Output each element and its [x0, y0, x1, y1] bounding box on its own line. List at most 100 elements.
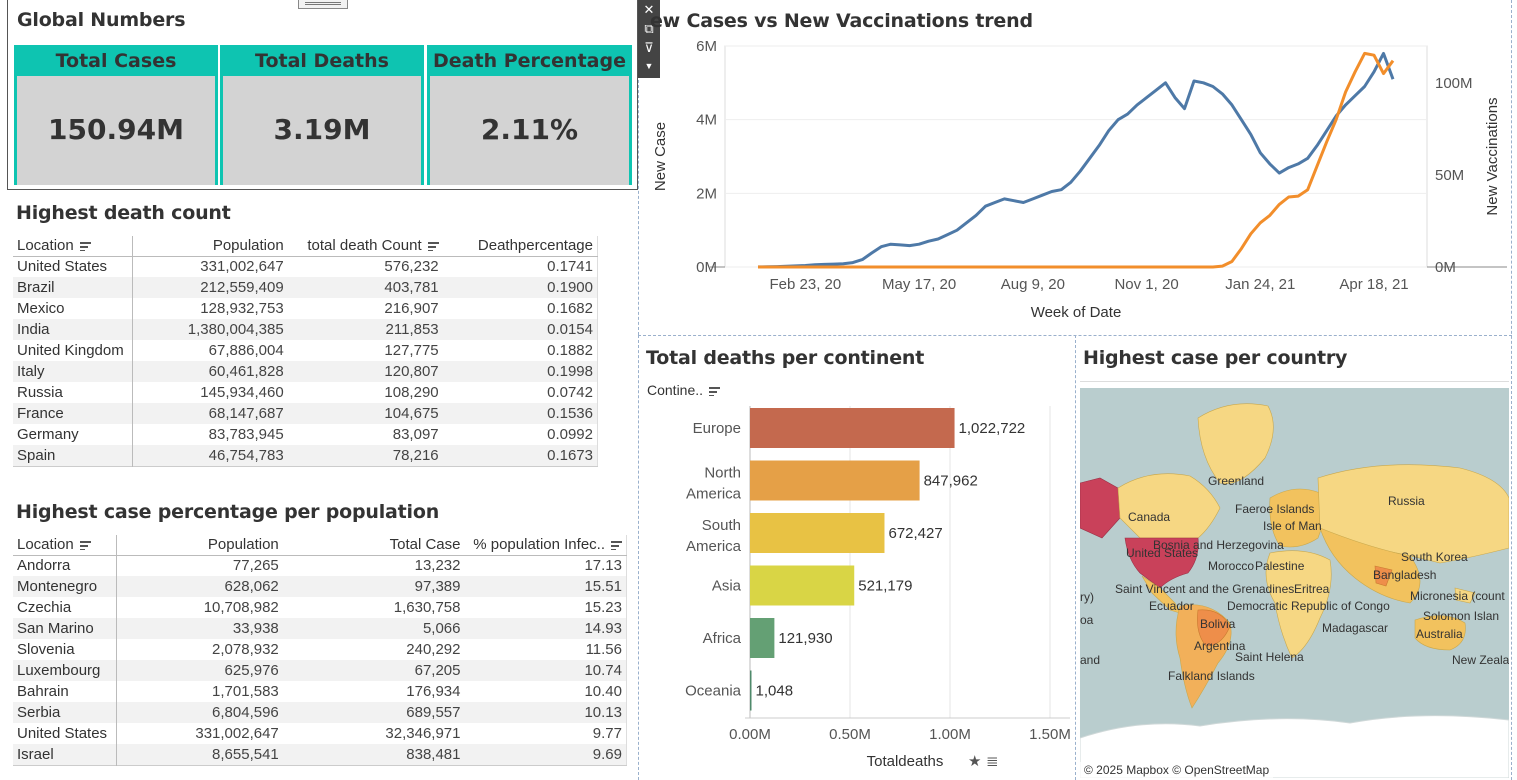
- series-line-new-case[interactable]: [757, 51, 1395, 269]
- sort-icon[interactable]: [79, 241, 91, 251]
- sort-icon[interactable]: ≣: [986, 753, 999, 770]
- bar-value-label: 672,427: [888, 525, 942, 542]
- table-row[interactable]: United States 331,002,647 32,346,971 9.77: [13, 723, 627, 744]
- table-row[interactable]: Brazil 212,559,409 403,781 0.1900: [13, 277, 598, 298]
- map-label: Bangladesh: [1373, 568, 1437, 582]
- table-cell-value: 67,205: [282, 660, 465, 681]
- column-header-location[interactable]: Location: [13, 236, 134, 257]
- global-numbers-panel: [7, 0, 638, 190]
- table-cell-value: 68,147,687: [132, 403, 288, 424]
- x-tick-label: Jan 24, 21: [1225, 276, 1295, 293]
- x-tick-label: 0.50M: [829, 726, 871, 743]
- table-row[interactable]: Serbia 6,804,596 689,557 10.13: [13, 702, 627, 723]
- drag-handle[interactable]: [298, 0, 348, 9]
- sort-icon[interactable]: [427, 241, 439, 251]
- bar-value-label: 1,022,722: [959, 420, 1026, 437]
- new-cases-vs-vaccinations-chart: 0M 2M 4M 6M 0M 50M 100M Feb 23, 20 May 17, 20 Aug…: [652, 38, 1507, 321]
- table-row[interactable]: Andorra 77,265 13,232 17.13: [13, 555, 627, 576]
- kpi-value: 2.11%: [427, 76, 632, 185]
- map-label: Saint Helena: [1235, 650, 1304, 664]
- column-header-population[interactable]: Population: [132, 236, 288, 257]
- table-cell-value: 17.13: [584, 557, 622, 575]
- y-axis-label: New Case: [652, 122, 669, 191]
- series-line-new-vaccinations[interactable]: [758, 51, 1395, 269]
- deaths-per-continent-chart: 0.00M 0.50M 1.00M 1.50M 1,022,722 Europe 847,9…: [685, 406, 1071, 770]
- table-cell-value: 689,557: [282, 702, 465, 723]
- bar[interactable]: [750, 513, 885, 553]
- continent-header[interactable]: Contine..: [647, 382, 721, 398]
- table-cell-location: Bahrain: [13, 681, 118, 702]
- table-row[interactable]: France 68,147,687 104,675 0.1536: [13, 403, 598, 424]
- more-icon[interactable]: ▼: [644, 61, 654, 71]
- y2-tick-label: 0M: [1435, 259, 1456, 276]
- table-cell-value: 1,630,758: [393, 599, 461, 616]
- table-cell-value: 60,461,828: [132, 361, 288, 382]
- table-cell-value: 9.77: [592, 725, 622, 742]
- table-cell-location: Slovenia: [13, 639, 118, 660]
- category-label: America: [686, 538, 742, 555]
- table-row[interactable]: Israel 8,655,541 838,481 9.69: [13, 744, 627, 765]
- popout-icon[interactable]: ⧉: [644, 21, 654, 36]
- table-row[interactable]: Luxembourg 625,976 67,205 10.74: [13, 660, 627, 681]
- table-cell-value: 10.40: [584, 683, 622, 700]
- sort-icon[interactable]: [611, 540, 622, 550]
- bar[interactable]: [750, 618, 775, 658]
- table-cell-value: 32,346,971: [385, 725, 461, 742]
- table-cell-location: Brazil: [13, 277, 134, 298]
- column-header-population[interactable]: Population: [116, 535, 283, 556]
- table-row[interactable]: United States 331,002,647 576,232 0.1741: [13, 256, 598, 277]
- kpi-label: Total Deaths: [220, 45, 424, 76]
- map-label: Greenland: [1208, 474, 1265, 488]
- bar[interactable]: [750, 460, 920, 501]
- table-row[interactable]: Spain 46,754,783 78,216 0.1673: [13, 445, 598, 466]
- sort-icon[interactable]: [79, 540, 91, 550]
- case-percentage-table: Location Population Total Case % populat…: [13, 535, 627, 766]
- table-row[interactable]: Czechia 10,708,982 1,630,758 15.23: [13, 597, 627, 618]
- y-tick-label: 4M: [696, 112, 717, 129]
- table-cell-value: 0.1900: [442, 277, 598, 298]
- table-row[interactable]: Slovenia 2,078,932 240,292 11.56: [13, 639, 627, 660]
- column-header-percent-infected[interactable]: % population Infec..: [464, 535, 627, 556]
- table-row[interactable]: Russia 145,934,460 108,290 0.0742: [13, 382, 598, 403]
- column-header-death-percentage[interactable]: Deathpercentage: [442, 236, 598, 257]
- table-cell-value: 0.0742: [547, 384, 593, 401]
- column-header-location[interactable]: Location: [13, 535, 118, 556]
- table-row[interactable]: Montenegro 628,062 97,389 15.51: [13, 576, 627, 597]
- table-cell-value: 212,559,409: [132, 277, 288, 298]
- y-tick-label: 0M: [696, 259, 717, 276]
- kpi-label: Total Cases: [14, 45, 218, 76]
- table-cell-value: 33,938: [116, 618, 283, 639]
- table-cell-value: 176,934: [406, 683, 461, 700]
- table-cell-location: Russia: [13, 382, 134, 403]
- table-cell-location: San Marino: [13, 618, 118, 639]
- table-row[interactable]: India 1,380,004,385 211,853 0.0154: [13, 319, 598, 340]
- table-cell-value: 0.1673: [442, 445, 598, 466]
- column-header-total-case[interactable]: Total Case: [282, 535, 465, 556]
- bar[interactable]: [750, 408, 955, 448]
- world-map[interactable]: Greenland Russia Canada Faeroe Islands Isle …: [1080, 388, 1509, 778]
- table-row[interactable]: United Kingdom 67,886,004 127,775 0.1882: [13, 340, 598, 361]
- bar[interactable]: [750, 565, 855, 606]
- sort-icon[interactable]: [709, 386, 721, 396]
- table-row[interactable]: Mexico 128,932,753 216,907 0.1682: [13, 298, 598, 319]
- bar[interactable]: [750, 670, 752, 711]
- category-label: Oceania: [685, 683, 742, 700]
- table-cell-location: India: [13, 319, 134, 340]
- column-header-death-count[interactable]: total death Count: [287, 236, 443, 257]
- table-cell-value: 331,002,647: [200, 258, 284, 276]
- kpi-value: 150.94M: [14, 76, 218, 185]
- table-cell-value: 403,781: [287, 277, 443, 298]
- table-row[interactable]: Germany 83,783,945 83,097 0.0992: [13, 424, 598, 445]
- x-axis-label: Week of Date: [1031, 304, 1122, 321]
- map-label: ry): [1080, 590, 1094, 604]
- filter-icon[interactable]: ⊽: [644, 40, 654, 55]
- table-row[interactable]: San Marino 33,938 5,066 14.93: [13, 618, 627, 639]
- map-label: Morocco: [1208, 559, 1255, 573]
- table-row[interactable]: Bahrain 1,701,583 176,934 10.40: [13, 681, 627, 702]
- close-icon[interactable]: ✕: [643, 2, 655, 17]
- table-cell-value: 128,932,753: [200, 300, 284, 317]
- table-cell-location: Mexico: [13, 298, 134, 319]
- table-row[interactable]: Italy 60,461,828 120,807 0.1998: [13, 361, 598, 382]
- table-cell-location: Italy: [13, 361, 134, 382]
- pin-icon[interactable]: ★: [968, 753, 981, 770]
